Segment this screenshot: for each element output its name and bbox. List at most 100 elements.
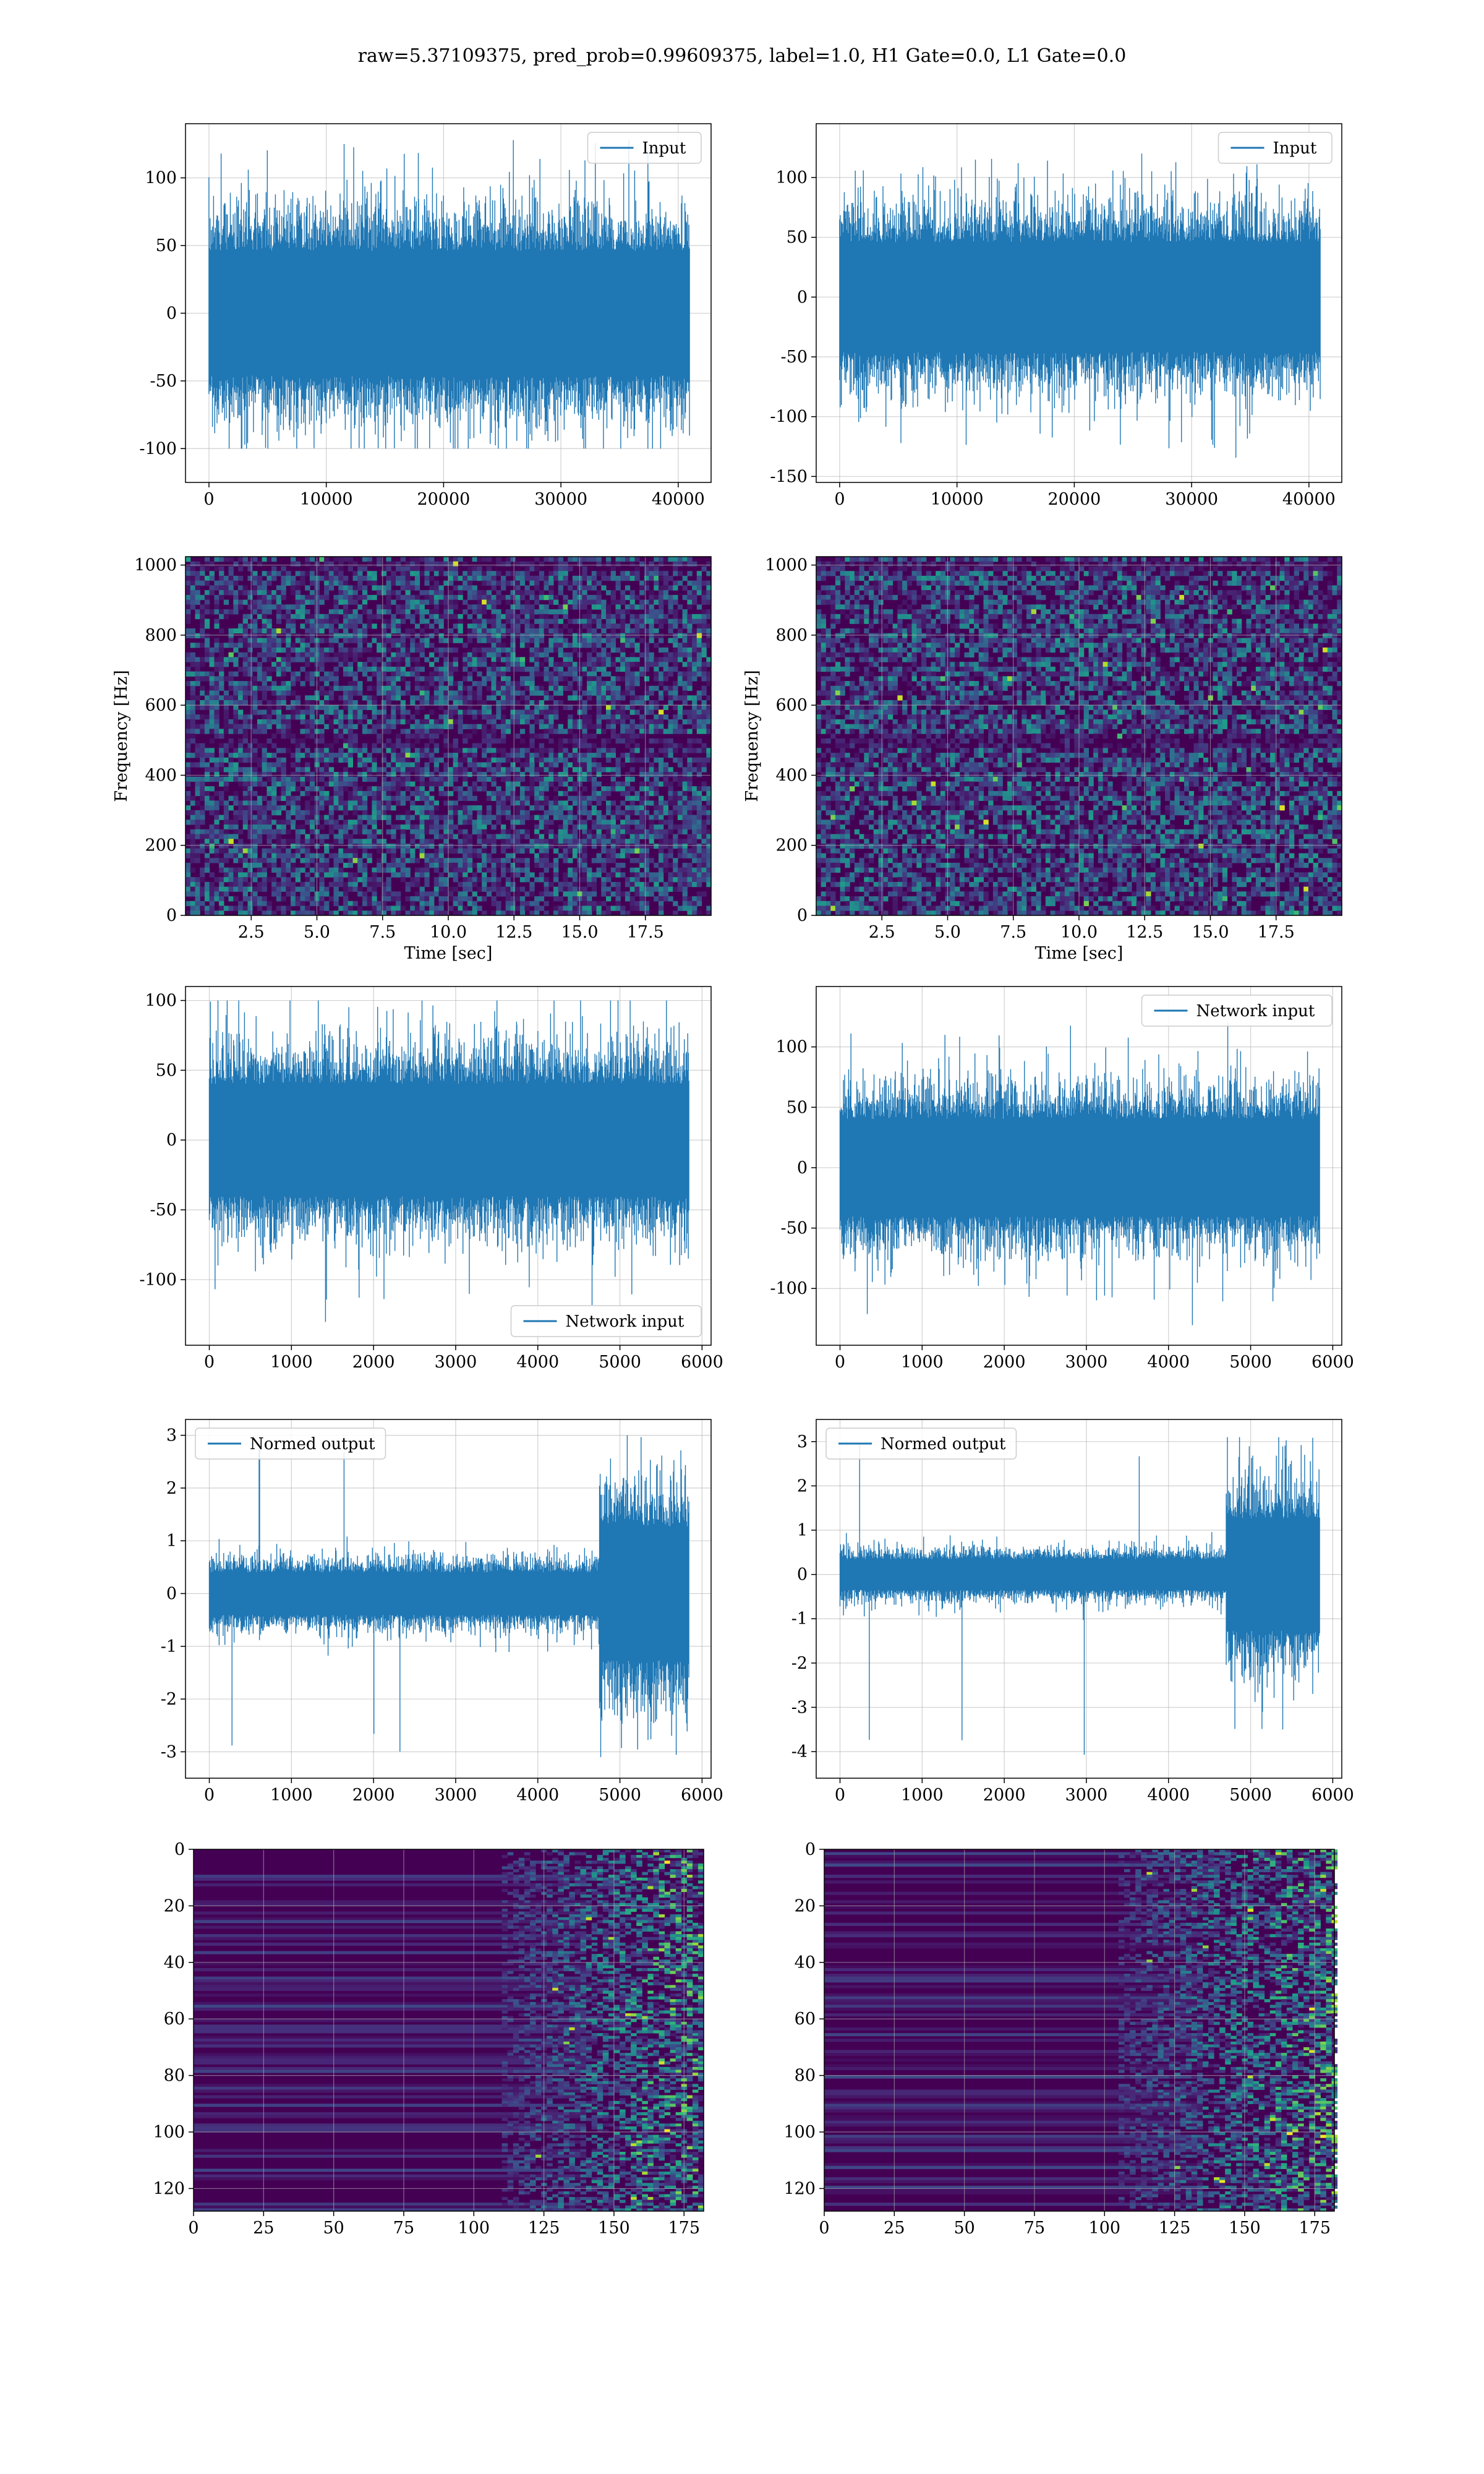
y-tick-label: 1 [166, 1531, 177, 1551]
y-tick-label: 50 [156, 236, 177, 255]
x-tick-label: 75 [1024, 2219, 1045, 2238]
y-tick-label: 1 [797, 1521, 808, 1540]
spectrogram-cells [816, 557, 1342, 916]
x-tick-label: 10000 [300, 490, 353, 509]
y-tick-label: -100 [139, 439, 177, 458]
x-tick-label: 10000 [931, 490, 984, 509]
x-tick-label: 1000 [270, 1786, 313, 1805]
y-tick-label: -150 [770, 467, 808, 486]
y-tick-label: 1000 [134, 556, 177, 575]
y-tick-label: 0 [166, 1131, 177, 1150]
y-tick-label: -1 [791, 1609, 808, 1629]
x-tick-label: 7.5 [369, 923, 396, 942]
legend-label: Normed output [250, 1435, 375, 1453]
x-tick-label: 30000 [534, 490, 587, 509]
y-tick-label: -50 [781, 1219, 808, 1238]
y-tick-label: 200 [775, 836, 808, 855]
y-tick-label: 20 [795, 1896, 816, 1915]
x-tick-label: 0 [204, 1786, 215, 1805]
x-tick-label: 4000 [1147, 1353, 1190, 1372]
y-tick-label: -1 [161, 1637, 177, 1656]
legend-box [1217, 132, 1333, 164]
legend: Network input [510, 1305, 702, 1337]
x-tick-label: 6000 [1311, 1353, 1354, 1372]
y-tick-label: 0 [797, 1158, 808, 1178]
series-line-input [839, 153, 1321, 458]
x-tick-label: 3000 [1065, 1786, 1108, 1805]
panel-l1-input: Input 0 10000 20000 30000 40000 -150 -100 -50 0 50… [770, 123, 1342, 509]
panel-l1-spectrogram: 2.5 5.0 7.5 10.0 12.5 15.0 17.5 0 200 400 600 800 10… [743, 556, 1342, 963]
x-tick-label: 125 [528, 2219, 560, 2238]
y-tick-label: 20 [164, 1896, 185, 1915]
legend-label: Input [1273, 139, 1317, 158]
x-tick-label: 7.5 [1000, 923, 1026, 942]
axes-frame [816, 1419, 1342, 1779]
y-axis-label: Frequency [Hz] [743, 670, 762, 802]
y-tick-label: 600 [145, 696, 177, 715]
y-tick-label: -4 [791, 1742, 808, 1761]
series-line-network-input [839, 1023, 1320, 1325]
y-tick-label: 0 [797, 906, 808, 925]
y-tick-label: 0 [797, 1565, 808, 1585]
legend: Normed output [825, 1427, 1017, 1460]
x-tick-label: 2000 [352, 1353, 395, 1372]
axes-frame [185, 1419, 712, 1779]
y-tick-label: 50 [787, 228, 808, 247]
y-tick-label: 100 [145, 169, 177, 188]
x-tick-label: 175 [668, 2219, 700, 2238]
x-tick-label: 0 [203, 490, 214, 509]
y-tick-label: 0 [166, 304, 177, 323]
axes-frame [185, 986, 712, 1346]
x-tick-label: 150 [1229, 2219, 1261, 2238]
legend-box [1141, 995, 1333, 1027]
figure-suptitle: raw=5.37109375, pred_prob=0.99609375, la… [358, 45, 1127, 67]
panel-l1-features: 0 25 50 75 100 125 150 175 0 20 40 60 80 100 120 [783, 1840, 1338, 2238]
x-tick-label: 25 [884, 2219, 905, 2238]
x-tick-label: 125 [1159, 2219, 1191, 2238]
x-tick-label: 2000 [983, 1353, 1026, 1372]
panel-h1-features: 0 25 50 75 100 125 150 175 0 20 40 60 80 100 120 [153, 1840, 704, 2238]
x-tick-label: 40000 [652, 490, 705, 509]
axes-frame [193, 1849, 704, 2212]
y-tick-label: 120 [783, 2179, 816, 2198]
y-tick-label: 800 [145, 626, 177, 645]
x-tick-label: 10.0 [1060, 923, 1098, 942]
y-tick-label: -100 [770, 408, 808, 427]
y-tick-label: 100 [783, 2123, 816, 2142]
y-tick-label: 3 [797, 1432, 808, 1452]
legend-box [510, 1305, 702, 1337]
y-tick-label: 60 [795, 2010, 816, 2029]
y-tick-label: 50 [156, 1061, 177, 1080]
x-tick-label: 2000 [352, 1786, 395, 1805]
legend: Input [1217, 132, 1333, 164]
x-tick-label: 25 [253, 2219, 274, 2238]
y-tick-label: 3 [166, 1426, 177, 1445]
y-tick-label: 800 [775, 626, 808, 645]
y-tick-label: 2 [797, 1476, 808, 1496]
feature-map-cells [194, 1849, 704, 2212]
x-tick-label: 12.5 [495, 923, 532, 942]
legend-label: Network input [1196, 1002, 1315, 1021]
x-tick-label: 3000 [1065, 1353, 1108, 1372]
x-tick-label: 12.5 [1126, 923, 1163, 942]
y-tick-label: 80 [795, 2066, 816, 2086]
x-tick-label: 0 [835, 1786, 845, 1805]
legend-label: Network input [566, 1312, 684, 1331]
x-tick-label: 5000 [599, 1786, 641, 1805]
y-tick-label: 100 [775, 1038, 808, 1057]
y-tick-label: -100 [139, 1270, 177, 1290]
legend-box [825, 1427, 1017, 1460]
y-tick-label: 2 [166, 1479, 177, 1498]
x-tick-label: 50 [323, 2219, 344, 2238]
x-tick-label: 50 [953, 2219, 974, 2238]
series-line-normed-output [839, 1437, 1320, 1755]
y-tick-label: -50 [150, 1201, 177, 1220]
y-tick-label: -3 [161, 1742, 177, 1761]
series-line-normed-output [208, 1435, 689, 1757]
y-tick-label: 0 [805, 1840, 816, 1859]
x-tick-label: 5.0 [934, 923, 961, 942]
y-tick-label: -50 [150, 372, 177, 391]
panel-l1-normed-output: Normed output 0 1000 2000 3000 4000 5000 6000 -4… [791, 1419, 1354, 1805]
